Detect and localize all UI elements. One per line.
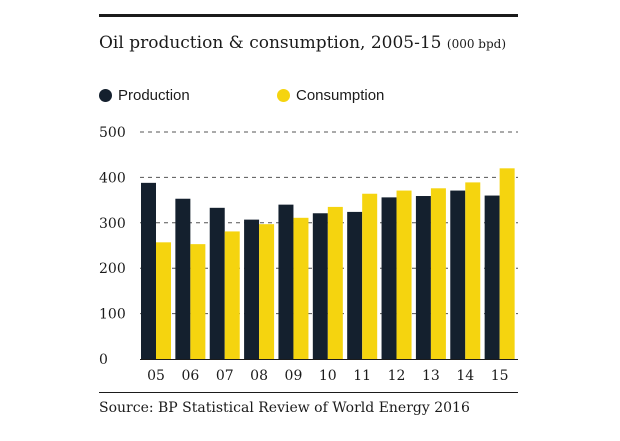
bar-consumption-08 bbox=[259, 224, 275, 359]
x-tick-label-08: 08 bbox=[250, 368, 268, 384]
bar-production-06 bbox=[175, 198, 191, 359]
legend-item-consumption: Consumption bbox=[277, 87, 384, 104]
bar-production-14 bbox=[450, 190, 466, 359]
bar-consumption-14 bbox=[465, 182, 481, 359]
legend-label-production: Production bbox=[118, 87, 190, 104]
y-tick-label-300: 300 bbox=[99, 216, 126, 232]
bar-consumption-09 bbox=[293, 217, 309, 359]
top-rule bbox=[99, 14, 518, 17]
x-tick-label-07: 07 bbox=[216, 368, 234, 384]
x-tick-label-15: 15 bbox=[491, 368, 509, 384]
legend-item-production: Production bbox=[99, 87, 190, 104]
bar-consumption-05 bbox=[156, 242, 171, 359]
x-tick-label-14: 14 bbox=[456, 368, 474, 384]
y-tick-label-500: 500 bbox=[99, 125, 126, 141]
bar-production-10 bbox=[312, 213, 328, 359]
x-tick-label-05: 05 bbox=[147, 368, 165, 384]
bar-consumption-10 bbox=[327, 206, 343, 359]
x-tick-label-11: 11 bbox=[353, 368, 371, 384]
bar-consumption-13 bbox=[430, 188, 446, 359]
x-tick-label-13: 13 bbox=[422, 368, 440, 384]
bar-consumption-06 bbox=[190, 244, 206, 359]
legend-dot-production bbox=[99, 89, 112, 102]
bar-consumption-07 bbox=[224, 231, 240, 359]
legend-dot-consumption bbox=[277, 89, 290, 102]
y-tick-label-100: 100 bbox=[99, 307, 126, 323]
bottom-rule bbox=[99, 392, 518, 393]
bar-production-12 bbox=[381, 197, 397, 359]
y-tick-label-400: 400 bbox=[99, 170, 126, 186]
bar-production-13 bbox=[415, 196, 431, 359]
y-tick-label-200: 200 bbox=[99, 261, 126, 277]
bar-production-09 bbox=[278, 204, 294, 359]
bar-production-08 bbox=[244, 219, 260, 359]
x-tick-label-09: 09 bbox=[285, 368, 303, 384]
y-tick-label-0: 0 bbox=[99, 352, 108, 368]
chart-title-unit: (000 bpd) bbox=[446, 37, 507, 51]
bar-consumption-12 bbox=[396, 190, 412, 359]
bar-production-07 bbox=[209, 207, 225, 359]
x-tick-label-12: 12 bbox=[388, 368, 406, 384]
bar-consumption-15 bbox=[499, 168, 515, 359]
bar-consumption-11 bbox=[362, 193, 378, 359]
x-tick-label-10: 10 bbox=[319, 368, 337, 384]
legend-label-consumption: Consumption bbox=[296, 87, 385, 104]
source-note: Source: BP Statistical Review of World E… bbox=[99, 400, 470, 416]
bar-production-15 bbox=[484, 195, 500, 359]
bar-production-11 bbox=[347, 211, 363, 359]
bar-production-05 bbox=[141, 182, 156, 359]
chart-title-text: Oil production & consumption, 2005-15 bbox=[99, 33, 442, 53]
chart-title: Oil production & consumption, 2005-15 (0… bbox=[99, 33, 506, 53]
x-tick-label-06: 06 bbox=[181, 368, 199, 384]
